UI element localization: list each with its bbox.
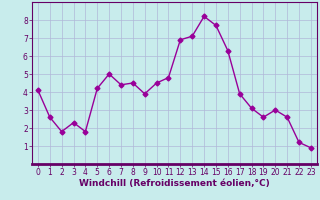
- X-axis label: Windchill (Refroidissement éolien,°C): Windchill (Refroidissement éolien,°C): [79, 179, 270, 188]
